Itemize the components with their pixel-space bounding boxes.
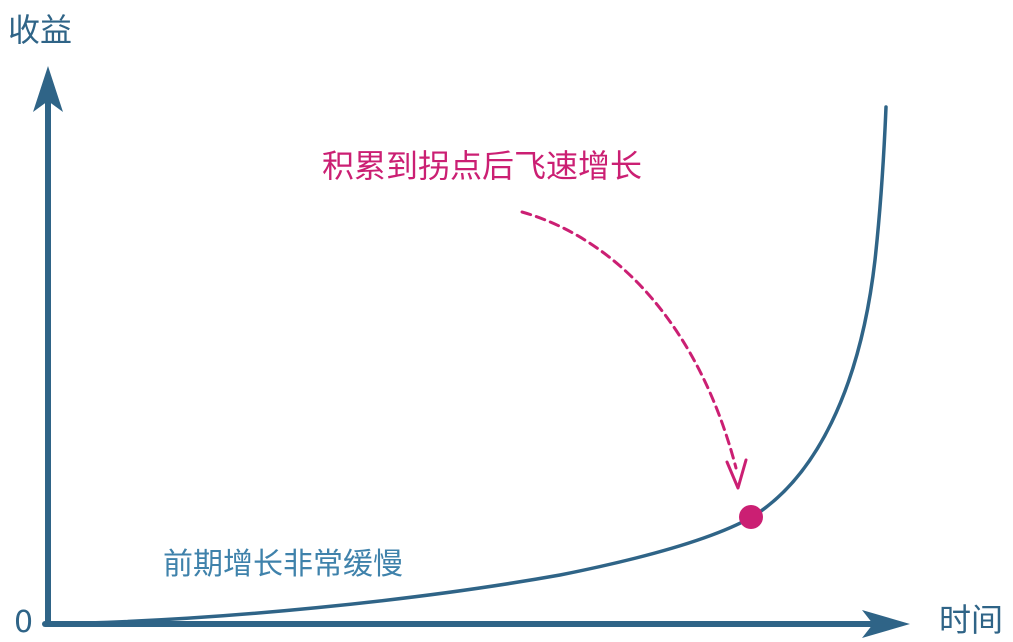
callout-dashed-arrow: [520, 210, 738, 470]
y-axis-arrowhead: [33, 66, 63, 112]
x-axis-label: 时间: [939, 601, 1004, 639]
x-axis-arrowhead: [862, 610, 910, 638]
y-axis-label: 收益: [8, 11, 73, 49]
growth-curve: [46, 105, 888, 626]
callout-arrowhead: [725, 458, 748, 490]
origin-label: 0: [14, 605, 34, 640]
inflection-callout-label: 积累到拐点后飞速增长: [322, 147, 643, 185]
early-phase-label: 前期增长非常缓慢: [163, 547, 403, 582]
inflection-point-marker: [739, 505, 763, 529]
